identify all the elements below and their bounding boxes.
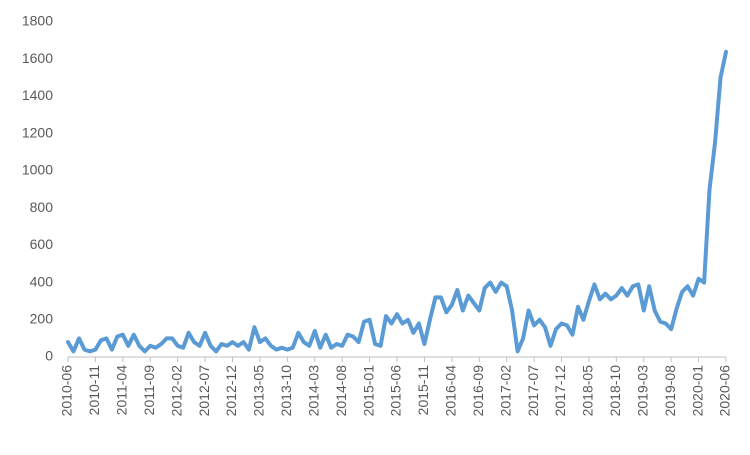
x-tick-label: 2018-10: [607, 365, 623, 417]
data-line: [66, 49, 728, 354]
x-tick-label: 2020-01: [689, 365, 705, 417]
y-tick-label: 1400: [22, 87, 53, 103]
y-tick-label: 200: [30, 310, 54, 326]
x-tick-label: 2014-08: [333, 365, 349, 417]
x-tick-label: 2014-03: [305, 365, 321, 417]
x-tick-label: 2017-12: [552, 365, 568, 417]
x-tick-label: 2012-07: [196, 365, 212, 417]
y-tick-label: 0: [45, 348, 53, 364]
x-tick-label: 2012-12: [223, 365, 239, 417]
x-tick-label: 2013-05: [251, 365, 267, 417]
y-tick-label: 1800: [22, 13, 53, 29]
y-tick-label: 600: [30, 236, 54, 252]
x-tick-label: 2012-02: [168, 365, 184, 417]
x-tick-label: 2010-06: [59, 365, 75, 417]
y-tick-label: 400: [30, 273, 54, 289]
x-tick-label: 2020-06: [717, 365, 733, 417]
x-tick-label: 2013-10: [278, 365, 294, 417]
x-tick-label: 2017-02: [497, 365, 513, 417]
x-tick-label: 2016-09: [470, 365, 486, 417]
x-tick-label: 2015-11: [415, 365, 431, 416]
y-tick-label: 1200: [22, 124, 53, 140]
x-tick-label: 2015-06: [388, 365, 404, 417]
x-tick-label: 2011-04: [114, 365, 130, 416]
x-tick-label: 2011-09: [141, 365, 157, 416]
y-tick-label: 800: [30, 199, 54, 215]
x-tick-label: 2017-07: [525, 365, 541, 417]
x-tick-label: 2018-05: [580, 365, 596, 417]
x-tick-label: 2015-01: [360, 365, 376, 417]
y-tick-label: 1000: [22, 162, 53, 178]
x-tick-label: 2019-03: [634, 365, 650, 417]
x-tick-label: 2016-04: [443, 365, 459, 417]
y-tick-label: 1600: [22, 50, 53, 66]
x-tick-label: 2010-11: [86, 365, 102, 416]
x-tick-label: 2019-08: [662, 365, 678, 417]
